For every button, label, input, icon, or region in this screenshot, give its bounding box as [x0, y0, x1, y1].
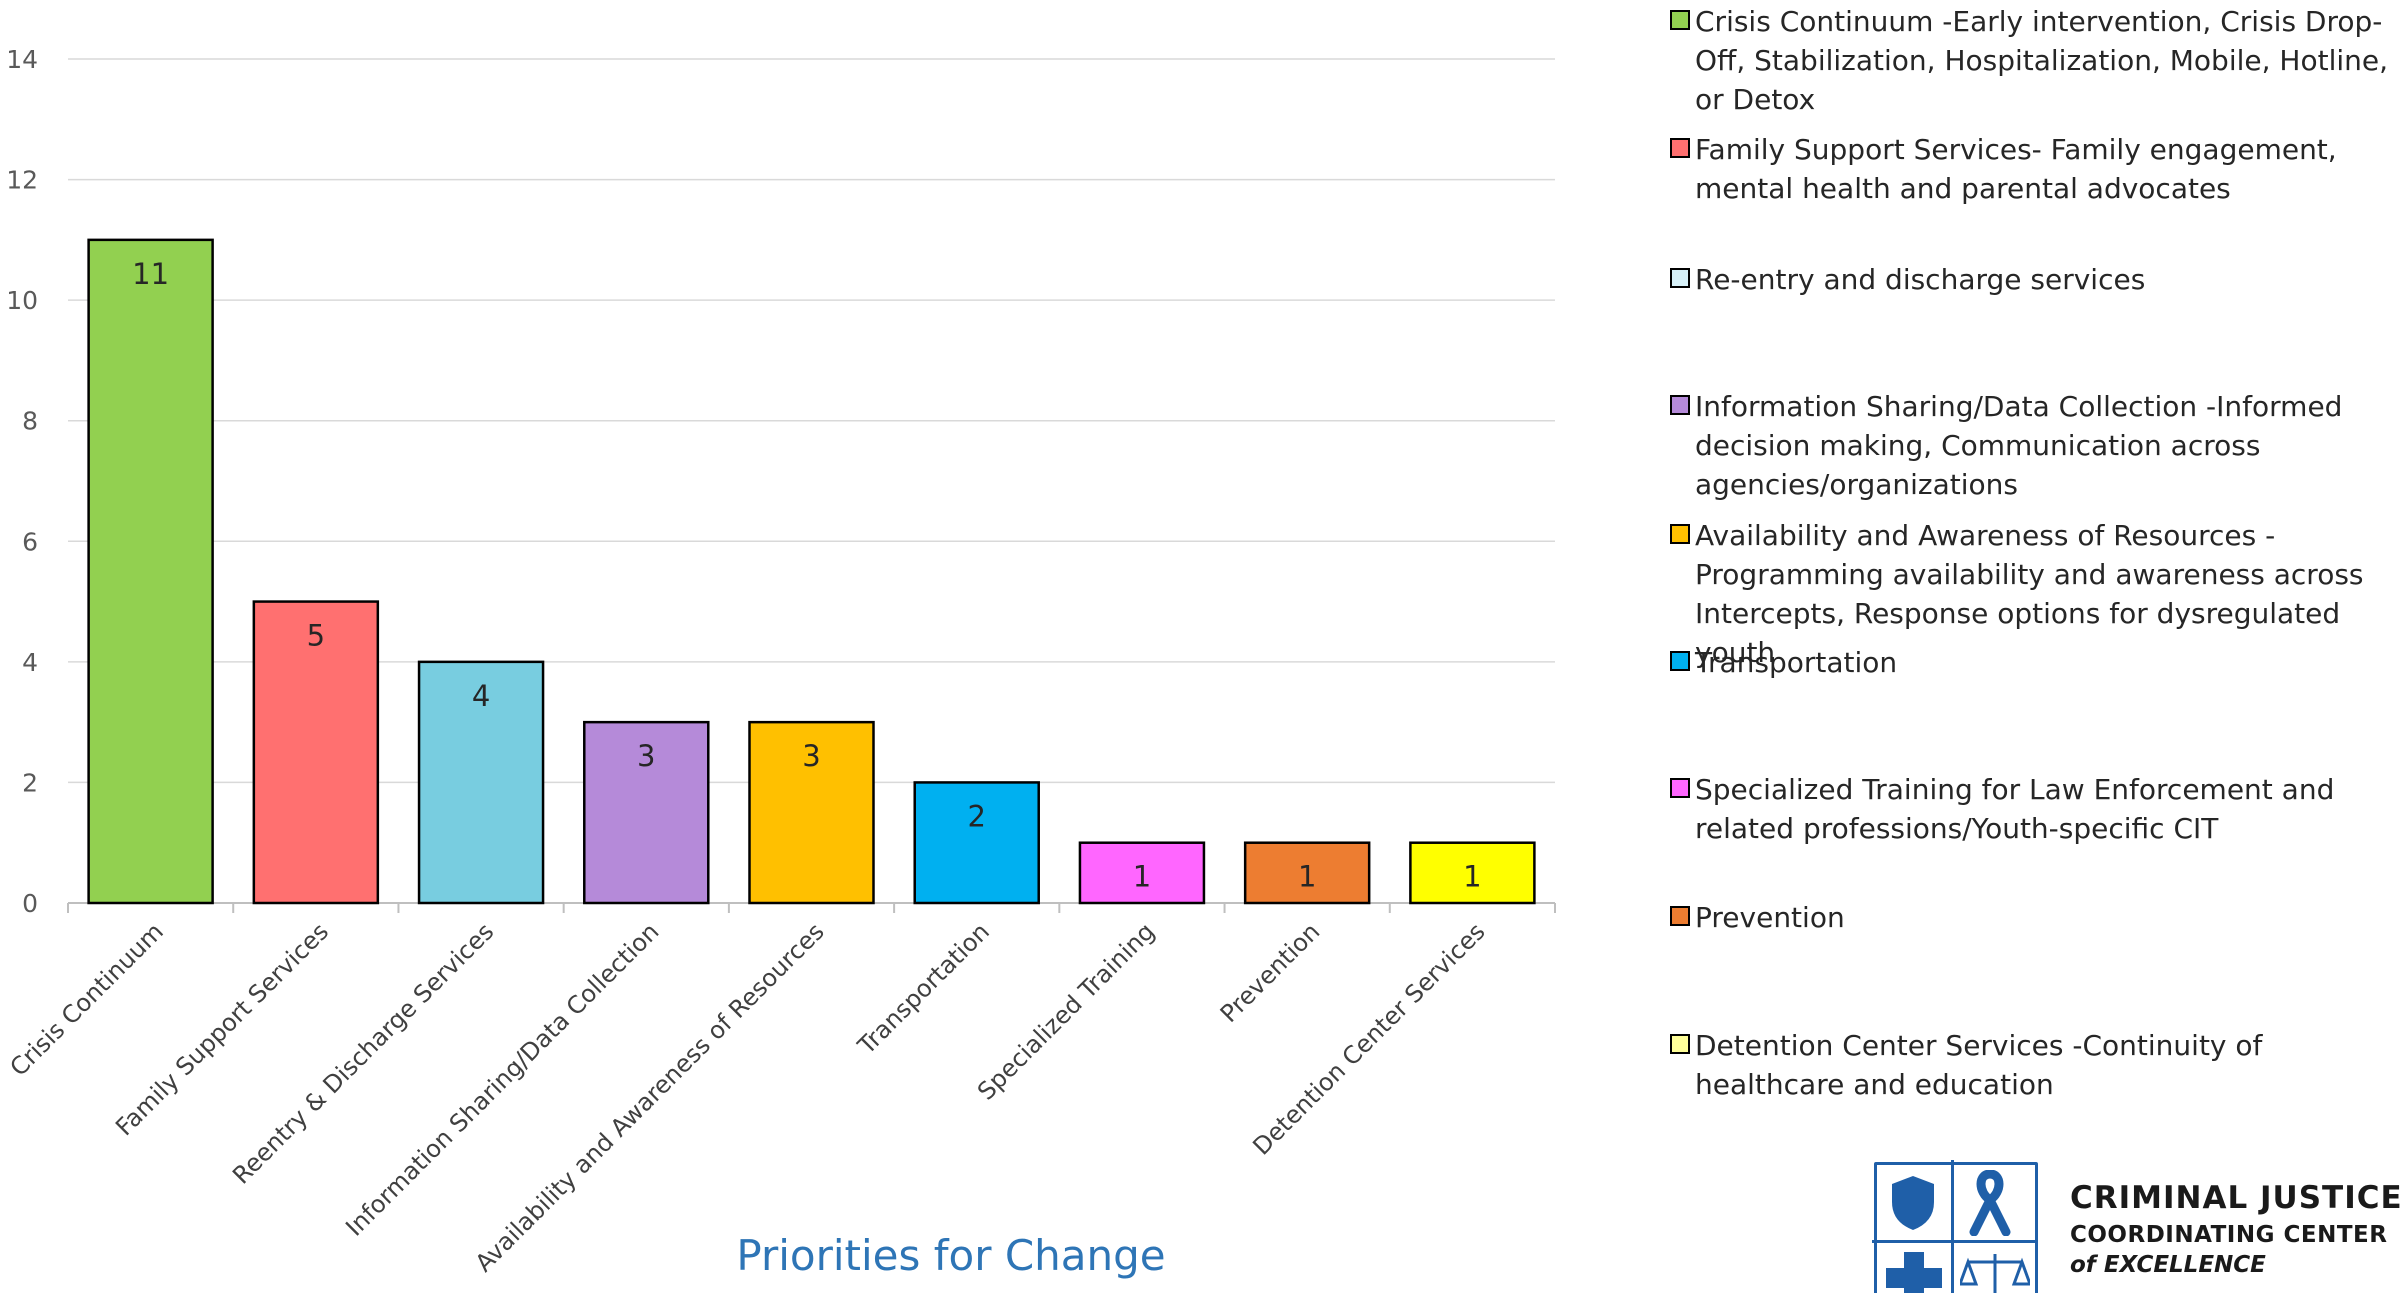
x-tick-label: Prevention: [1215, 917, 1326, 1028]
bar: [87, 238, 214, 905]
legend-label: Information Sharing/Data Collection -Inf…: [1695, 390, 2343, 501]
x-tick-label: Crisis Continuum: [5, 917, 169, 1081]
legend-swatch: [1670, 524, 1690, 544]
legend-entry: Prevention: [1670, 898, 1845, 937]
legend-swatch: [1670, 906, 1690, 926]
legend-entry: Family Support Services- Family engageme…: [1670, 130, 2395, 208]
x-tick-label: Transportation: [852, 917, 995, 1060]
legend-label: Transportation: [1695, 646, 1898, 679]
bar: [748, 720, 875, 905]
legend-label: Specialized Training for Law Enforcement…: [1695, 773, 2335, 845]
legend-swatch: [1670, 651, 1690, 671]
legend-swatch: [1670, 10, 1690, 30]
x-tick-label: Availability and Awareness of Resources: [470, 917, 830, 1277]
legend-entry: Detention Center Services -Continuity of…: [1670, 1026, 2395, 1104]
x-axis-title: Priorities for Change: [736, 1231, 1165, 1280]
bar: [583, 720, 710, 905]
logo-line-1: CRIMINAL JUSTICE: [2070, 1180, 2403, 1216]
legend-label: Detention Center Services -Continuity of…: [1695, 1029, 2263, 1101]
data-label: 5: [307, 619, 325, 653]
legend-swatch: [1670, 268, 1690, 288]
y-tick-label: 2: [22, 768, 38, 797]
logo-icon-grid: [1874, 1162, 2038, 1293]
x-tick-label: Specialized Training: [972, 917, 1160, 1105]
legend-label: Re-entry and discharge services: [1695, 263, 2146, 296]
legend-entry: Crisis Continuum -Early intervention, Cr…: [1670, 2, 2395, 119]
bar: [417, 660, 545, 905]
legend-swatch: [1670, 778, 1690, 798]
y-tick-label: 10: [6, 286, 38, 315]
legend-label: Family Support Services- Family engageme…: [1695, 133, 2337, 205]
data-label: 11: [132, 257, 169, 291]
legend-swatch: [1670, 138, 1690, 158]
legend-swatch: [1670, 395, 1690, 415]
data-label: 2: [967, 799, 985, 833]
legend-entry: Transportation: [1670, 643, 1897, 682]
ribbon-icon: [1969, 1170, 2011, 1236]
y-tick-label: 6: [22, 527, 38, 556]
legend-swatch: [1670, 1034, 1690, 1054]
y-tick-label: 0: [22, 889, 38, 918]
data-label: 1: [1463, 860, 1481, 894]
data-label: 3: [802, 739, 820, 773]
y-tick-label: 12: [6, 166, 38, 195]
shield-icon: [1892, 1176, 1934, 1230]
bar: [1243, 841, 1371, 905]
scales-icon: [1960, 1254, 2030, 1293]
bar: [1078, 841, 1206, 905]
legend-entry: Specialized Training for Law Enforcement…: [1670, 770, 2395, 848]
data-label: 4: [472, 679, 490, 713]
legend-label: Prevention: [1695, 901, 1845, 934]
bar: [252, 600, 380, 905]
legend-entry: Re-entry and discharge services: [1670, 260, 2145, 299]
x-tick-label: Reentry & Discharge Services: [227, 917, 499, 1189]
legend-entry: Information Sharing/Data Collection -Inf…: [1670, 387, 2395, 504]
y-tick-label: 4: [22, 648, 38, 677]
bars: [87, 238, 1536, 905]
y-axis-ticks: 0 2 4 6 8 10 12 14: [6, 45, 38, 918]
medical-cross-icon: [1886, 1252, 1942, 1293]
bar: [913, 781, 1040, 905]
legend-label: Crisis Continuum -Early intervention, Cr…: [1695, 5, 2388, 116]
legend-entry: Availability and Awareness of Resources …: [1670, 516, 2395, 672]
data-label: 1: [1298, 860, 1316, 894]
logo-line-3: of EXCELLENCE: [2070, 1252, 2266, 1278]
x-tick-label: Information Sharing/Data Collection: [340, 917, 664, 1241]
y-tick-label: 8: [22, 407, 38, 436]
legend-label: Availability and Awareness of Resources …: [1695, 519, 2364, 669]
data-label: 3: [637, 739, 655, 773]
data-label: 1: [1133, 860, 1151, 894]
organization-logo: CRIMINAL JUSTICE COORDINATING CENTER of …: [1872, 1160, 2408, 1293]
logo-line-2: COORDINATING CENTER: [2070, 1222, 2388, 1248]
y-tick-label: 14: [6, 45, 38, 74]
bar: [1409, 841, 1536, 905]
